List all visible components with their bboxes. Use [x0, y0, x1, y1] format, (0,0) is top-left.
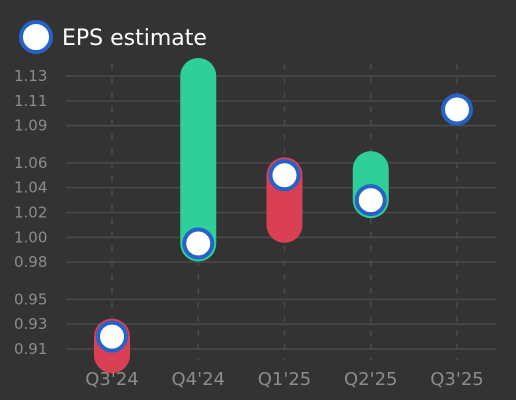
y-tick-label: 1.04 [14, 179, 47, 197]
y-tick-label: 1.09 [14, 117, 47, 135]
range-bars [94, 58, 389, 373]
y-tick-label: 1.02 [14, 204, 47, 222]
y-tick-label: 0.98 [14, 253, 47, 271]
x-tick-label: Q3'24 [85, 369, 138, 390]
y-tick-label: 1.06 [14, 154, 47, 172]
y-axis-ticks: 0.91 0.93 0.95 0.98 1.00 1.02 1.04 1.06 1.09 1.11… [14, 67, 47, 358]
x-tick-label: Q3'25 [430, 369, 483, 390]
y-tick-label: 1.11 [14, 92, 47, 110]
estimate-marker[interactable] [271, 161, 299, 189]
estimate-marker[interactable] [443, 96, 471, 124]
legend[interactable]: EPS estimate [21, 22, 207, 52]
legend-marker-icon [21, 22, 51, 52]
y-tick-label: 1.00 [14, 228, 47, 246]
y-tick-label: 0.95 [14, 290, 47, 308]
x-axis-ticks: Q3'24 Q4'24 Q1'25 Q2'25 Q3'25 [85, 369, 483, 390]
y-tick-label: 1.13 [14, 67, 47, 85]
estimate-marker[interactable] [184, 230, 212, 258]
x-tick-label: Q4'24 [172, 369, 225, 390]
estimate-marker[interactable] [357, 186, 385, 214]
y-tick-label: 0.93 [14, 315, 47, 333]
estimate-marker[interactable] [98, 323, 126, 351]
x-tick-label: Q1'25 [258, 369, 311, 390]
legend-label: EPS estimate [62, 26, 207, 51]
y-tick-label: 0.91 [14, 340, 47, 358]
x-tick-label: Q2'25 [344, 369, 397, 390]
